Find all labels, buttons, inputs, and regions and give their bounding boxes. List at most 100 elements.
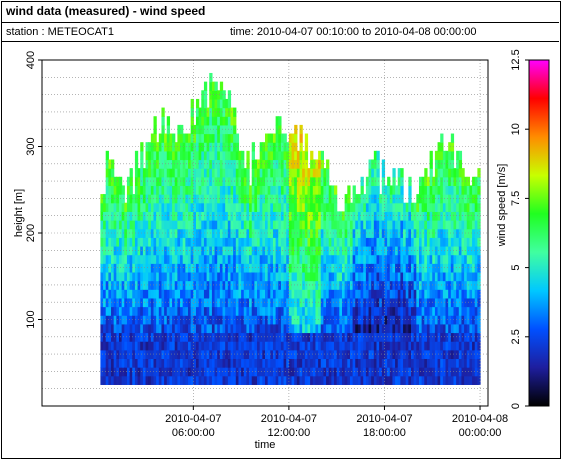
- heatmap-cell: [341, 358, 346, 368]
- heatmap-cell: [134, 306, 139, 316]
- heatmap-cell: [140, 202, 144, 212]
- heatmap-cell: [294, 271, 298, 282]
- heatmap-cell: [164, 142, 168, 152]
- heatmap-cell: [384, 280, 388, 290]
- heatmap-cell: [251, 142, 255, 152]
- heatmap-cell: [426, 254, 431, 264]
- heatmap-cell: [461, 271, 465, 282]
- heatmap-cell: [148, 367, 152, 377]
- heatmap-cell: [294, 124, 298, 135]
- heatmap-cell: [373, 237, 378, 247]
- heatmap-cell: [373, 306, 378, 316]
- heatmap-cell: [437, 211, 441, 221]
- heatmap-cell: [161, 315, 165, 325]
- heatmap-cell: [320, 254, 324, 264]
- heatmap-cell: [214, 289, 218, 299]
- heatmap-cell: [355, 367, 359, 377]
- heatmap-cell: [373, 375, 378, 385]
- heatmap-cell: [336, 254, 340, 264]
- heatmap-cell: [222, 254, 226, 264]
- heatmap-cell: [225, 341, 229, 351]
- heatmap-cell: [434, 228, 439, 238]
- heatmap-cell: [166, 237, 171, 247]
- heatmap-cell: [161, 220, 165, 230]
- heatmap-cell: [124, 280, 128, 290]
- heatmap-cell: [357, 211, 362, 221]
- heatmap-cell: [432, 375, 436, 385]
- heatmap-cell: [363, 245, 367, 256]
- heatmap-cell: [257, 323, 261, 334]
- heatmap-cell: [209, 358, 213, 368]
- heatmap-cell: [288, 332, 293, 342]
- heatmap-cell: [156, 150, 160, 161]
- heatmap-cell: [217, 98, 221, 109]
- heatmap-cell: [421, 289, 425, 299]
- heatmap-cell: [254, 202, 258, 212]
- heatmap-cells: [100, 72, 481, 385]
- heatmap-cell: [424, 211, 428, 221]
- heatmap-cell: [238, 168, 242, 178]
- heatmap-cell: [440, 306, 444, 316]
- heatmap-cell: [103, 297, 107, 308]
- heatmap-cell: [275, 228, 279, 238]
- heatmap-cell: [190, 254, 194, 264]
- heatmap-cell: [188, 211, 192, 221]
- heatmap-cell: [437, 332, 441, 342]
- heatmap-cell: [156, 297, 160, 308]
- heatmap-cell: [230, 341, 234, 351]
- heatmap-cell: [105, 176, 109, 187]
- heatmap-cell: [241, 194, 245, 204]
- heatmap-cell: [310, 245, 314, 256]
- heatmap-cell: [129, 358, 133, 368]
- heatmap-cell: [365, 332, 370, 342]
- heatmap-cell: [166, 323, 171, 334]
- heatmap-cell: [150, 306, 155, 316]
- heatmap-cell: [214, 254, 218, 264]
- heatmap-cell: [286, 375, 290, 385]
- heatmap-cell: [341, 237, 346, 247]
- heatmap-cell: [214, 220, 218, 230]
- heatmap-cell: [299, 367, 303, 377]
- heatmap-cell: [190, 315, 194, 325]
- heatmap-cell: [222, 341, 226, 351]
- heatmap-cell: [357, 228, 362, 238]
- heatmap-cell: [437, 220, 441, 230]
- heatmap-cell: [426, 315, 431, 325]
- heatmap-cell: [352, 289, 356, 299]
- heatmap-cell: [148, 358, 152, 368]
- heatmap-cell: [116, 306, 120, 316]
- heatmap-cell: [275, 124, 279, 135]
- heatmap-cell: [421, 220, 425, 230]
- heatmap-cell: [477, 289, 481, 299]
- heatmap-cell: [113, 263, 117, 273]
- heatmap-cell: [137, 237, 141, 247]
- heatmap-cell: [299, 306, 303, 316]
- heatmap-cell: [129, 315, 133, 325]
- heatmap-cell: [400, 271, 404, 282]
- heatmap-cell: [299, 124, 303, 135]
- heatmap-cell: [445, 358, 449, 368]
- heatmap-cell: [389, 341, 394, 351]
- heatmap-cell: [416, 254, 420, 264]
- heatmap-cell: [381, 220, 386, 230]
- heatmap-cell: [379, 237, 383, 247]
- heatmap-cell: [371, 202, 375, 212]
- heatmap-cell: [142, 297, 147, 308]
- heatmap-cell: [336, 271, 340, 282]
- heatmap-cell: [235, 323, 240, 334]
- heatmap-cell: [193, 211, 197, 221]
- heatmap-cell: [158, 323, 163, 334]
- heatmap-cell: [111, 271, 115, 282]
- heatmap-cell: [296, 168, 301, 178]
- heatmap-cell: [466, 271, 471, 282]
- heatmap-cell: [180, 315, 184, 325]
- heatmap-cell: [108, 263, 112, 273]
- heatmap-cell: [235, 254, 240, 264]
- heatmap-cell: [392, 289, 396, 299]
- heatmap-cell: [418, 271, 423, 282]
- heatmap-cell: [203, 194, 208, 204]
- heatmap-cell: [105, 159, 109, 169]
- heatmap-cell: [360, 358, 364, 368]
- heatmap-cell: [190, 211, 194, 221]
- heatmap-cell: [153, 254, 157, 264]
